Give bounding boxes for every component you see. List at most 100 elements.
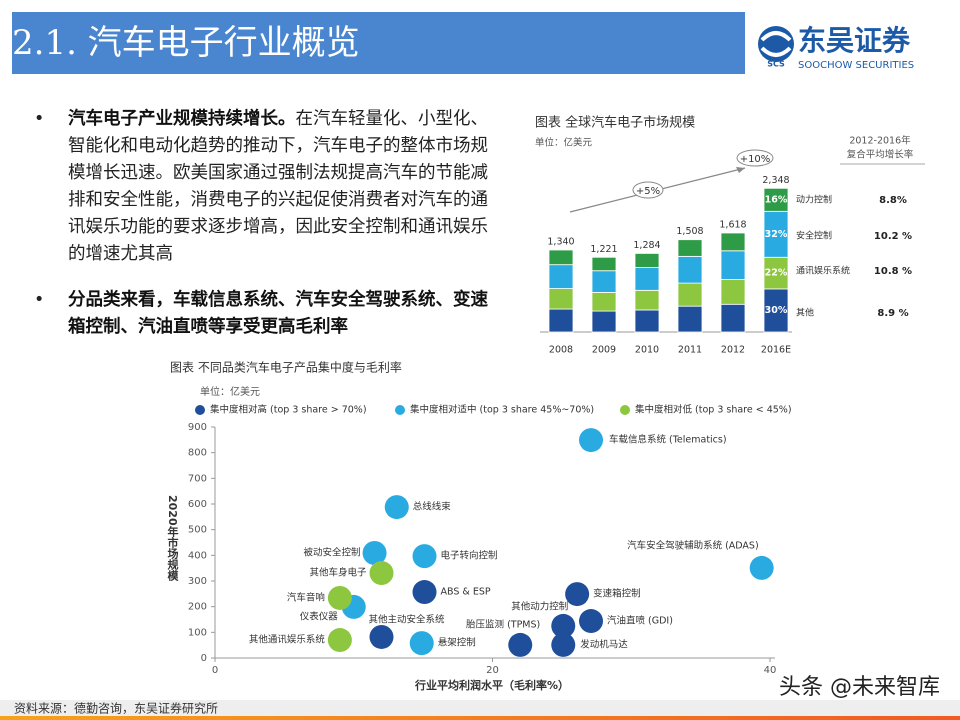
point-label: 其他动力控制	[511, 600, 568, 612]
bubble	[384, 495, 409, 520]
y-tick-label: 0	[201, 653, 207, 664]
bar-segment	[634, 253, 660, 268]
bubble	[369, 624, 394, 649]
total-label: 1,508	[676, 226, 703, 237]
y-tick-label: 200	[188, 602, 207, 613]
point-label: 其他通讯娱乐系统	[249, 634, 326, 646]
bubble	[409, 631, 434, 656]
bar-segment	[591, 256, 617, 272]
x-axis-label: 行业平均利润水平（毛利率%）	[414, 678, 569, 692]
chart-title: 图表 不同品类汽车电子产品集中度与毛利率	[170, 360, 402, 375]
total-label: 1,340	[547, 236, 574, 247]
point-label: 汽油直喷 (GDI)	[607, 615, 673, 627]
bar-segment	[548, 308, 574, 333]
x-tick-label: 2012	[721, 345, 745, 356]
bar-segment	[763, 288, 789, 333]
bullet-bold: 分品类来看，车载信息系统、汽车安全驾驶系统、变速箱控制、汽油直喷等享受更高毛利率	[68, 290, 488, 337]
logo-en: SOOCHOW SECURITIES	[798, 60, 914, 71]
bar-segment	[720, 303, 746, 333]
point-label: 悬架控制	[438, 637, 476, 649]
point-label: 汽车音响	[287, 591, 325, 603]
y-axis-label: 2020年市场规模	[166, 495, 179, 581]
slide-title: 2.1. 汽车电子行业概览	[12, 23, 360, 63]
x-tick-label: 2010	[635, 345, 659, 356]
legend-label: 集中度相对高 (top 3 share > 70%)	[210, 404, 367, 416]
bubble	[412, 580, 437, 605]
bar-segment	[591, 292, 617, 312]
legend-label: 集中度相对低 (top 3 share < 45%)	[635, 404, 792, 416]
bar-segment	[720, 232, 746, 252]
bar-segment	[720, 279, 746, 305]
y-tick-label: 100	[188, 627, 207, 638]
total-label: 1,284	[633, 240, 660, 251]
share-label: 16%	[765, 194, 788, 205]
share-label: 22%	[765, 268, 788, 279]
bubble	[551, 632, 576, 657]
unit: 单位：亿美元	[200, 385, 260, 398]
share-label: 30%	[765, 305, 788, 316]
point-label: 变速箱控制	[593, 588, 641, 600]
legend-label: 动力控制	[796, 194, 832, 206]
cagr-header: 2012-2016年	[849, 135, 911, 147]
point-label: 其他车身电子	[309, 567, 367, 579]
point-label: 胎压监测 (TPMS)	[466, 618, 540, 630]
bar-segment	[634, 309, 660, 333]
x-tick-label: 2008	[549, 345, 573, 356]
bullet-bold: 汽车电子产业规模持续增长。	[68, 109, 296, 129]
point-label: 发动机马达	[580, 638, 628, 650]
cagr-value: 8.8%	[879, 195, 907, 206]
growth-bubble	[736, 149, 774, 167]
cagr-value: 8.9 %	[877, 308, 908, 319]
legend-label: 其他	[796, 307, 814, 319]
bar-segment	[763, 210, 789, 258]
bubble	[565, 582, 590, 607]
bubble	[579, 428, 604, 453]
x-tick-label: 2016E	[761, 345, 791, 356]
point-label: 其他主动安全系统	[369, 613, 446, 625]
header-bar	[12, 12, 745, 74]
bar-segment	[763, 256, 789, 290]
y-tick-label: 700	[188, 473, 207, 484]
source: 资料来源：德勤咨询，东吴证券研究所	[14, 701, 218, 716]
unit: 单位：亿美元	[535, 137, 593, 149]
x-tick-label: 2011	[678, 345, 702, 356]
bar-segment	[591, 270, 617, 293]
point-label: 汽车安全驾驶辅助系统 (ADAS)	[627, 539, 759, 551]
logo-icon: SCS	[767, 60, 785, 69]
growth-arrowhead	[736, 167, 745, 173]
footer-line	[0, 716, 960, 720]
y-tick-label: 500	[188, 525, 207, 536]
bar-segment	[548, 249, 574, 266]
logo-cn: 东吴证券	[798, 24, 911, 57]
cagr-value: 10.2 %	[874, 231, 912, 242]
total-label: 1,221	[590, 244, 617, 255]
bubble	[327, 585, 352, 610]
logo: SCS 东吴证券 SOOCHOW SECURITIES	[758, 24, 914, 71]
y-tick-label: 800	[188, 448, 207, 459]
bubble	[749, 555, 774, 580]
y-tick-label: 400	[188, 550, 207, 561]
bubble	[579, 609, 604, 634]
bar-segment	[720, 250, 746, 280]
bar-segment	[677, 282, 703, 307]
legend-marker	[620, 405, 630, 415]
bullet: • 分品类来看，车载信息系统、汽车安全驾驶系统、变速箱控制、汽油直喷等享受更高毛利…	[34, 290, 488, 337]
growth-label: +10%	[740, 154, 771, 165]
bar-segment	[548, 288, 574, 310]
bar-segment	[677, 305, 703, 333]
bar-segment	[677, 255, 703, 284]
point-label: 车载信息系统 (Telematics)	[609, 434, 727, 446]
legend-marker	[195, 405, 205, 415]
point-label: 总线线束	[413, 501, 452, 513]
point-label: 电子转向控制	[441, 550, 498, 562]
legend-marker	[395, 405, 405, 415]
bar-segment	[634, 289, 660, 311]
bar-segment	[634, 267, 660, 291]
point-label: 仪表仪器	[300, 610, 339, 622]
cagr-value: 10.8 %	[874, 266, 912, 277]
x-tick-label: 40	[764, 665, 777, 676]
bar-segment	[548, 264, 574, 289]
x-tick-label: 20	[486, 665, 499, 676]
bar-segment	[591, 310, 617, 333]
